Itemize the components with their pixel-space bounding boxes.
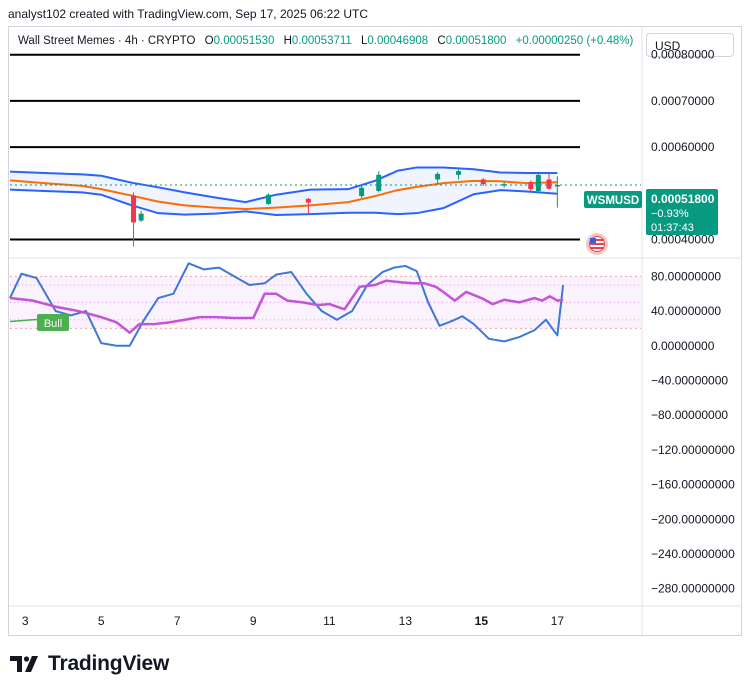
price-tag[interactable]: WSMUSD 0.00051800 −0.93% 01:37:43 — [584, 189, 718, 235]
candle-body — [535, 174, 541, 192]
oscillator-axis-label: −160.00000000 — [651, 478, 735, 492]
stoch-line — [9, 262, 565, 347]
candle-body — [528, 182, 534, 190]
symbol-legend[interactable]: Wall Street Memes · 4h · CRYPTO O0.00051… — [18, 35, 633, 47]
axes: 0.00080000 0.00070000 0.00060000 0.00040000… — [22, 48, 735, 628]
tradingview-logo-icon — [10, 656, 38, 672]
candle-body — [265, 194, 271, 204]
high-value: 0.00053711 — [291, 35, 352, 47]
price-tag-price: 0.00051800 — [651, 192, 715, 206]
flag-stripe — [590, 239, 604, 241]
oscillator-axis-label: 80.00000000 — [651, 269, 721, 283]
time-axis-label: 15 — [475, 614, 489, 628]
candle-body — [480, 179, 486, 185]
price-axis-label: 0.00070000 — [651, 94, 715, 108]
oscillator-axis-label: −240.00000000 — [651, 547, 735, 561]
bull-label: Bull — [37, 314, 69, 331]
price-tag-countdown: 01:37:43 — [651, 222, 694, 234]
price-tag-bg — [646, 189, 718, 235]
time-axis-label: 9 — [250, 614, 257, 628]
close-value: 0.00051800 — [445, 35, 507, 47]
low-label: L — [361, 35, 368, 47]
symbol-name[interactable]: Wall Street Memes · 4h · CRYPTO — [18, 35, 196, 47]
flag-stripe — [590, 247, 604, 249]
time-axis-label: 13 — [399, 614, 413, 628]
bull-label-text: Bull — [44, 318, 62, 330]
oscillator-axis-label: −120.00000000 — [651, 443, 735, 457]
oscillator-axis-label: 0.00000000 — [651, 339, 715, 353]
brand-logo[interactable]: TradingView — [10, 652, 169, 676]
time-axis-label: 11 — [323, 614, 336, 628]
oscillator-axis-label: −280.00000000 — [651, 582, 735, 596]
bollinger-fill — [10, 167, 558, 216]
chart-frame[interactable] — [8, 26, 742, 636]
price-axis-label: 0.00080000 — [651, 48, 715, 62]
price-tag-change: −0.93% — [651, 208, 689, 220]
time-axis-label: 3 — [22, 614, 29, 628]
bollinger-basis-line — [9, 179, 558, 211]
candle-body — [138, 213, 144, 221]
candle-body — [501, 184, 507, 186]
oscillator-band — [10, 276, 641, 329]
candle-body — [131, 195, 137, 223]
brand-name: TradingView — [48, 652, 170, 675]
close-label: C — [437, 35, 446, 47]
open-value: 0.00051530 — [213, 35, 275, 47]
candle-body — [456, 171, 462, 175]
high-label: H — [283, 35, 292, 47]
candle-body — [554, 185, 560, 187]
candle-body — [435, 173, 441, 180]
ticker-tag-bg — [584, 191, 642, 208]
time-axis-label: 7 — [174, 614, 181, 628]
currency-button[interactable]: USD — [646, 33, 734, 57]
oscillator-axis-label: −80.00000000 — [651, 408, 728, 422]
us-flag-icon[interactable] — [586, 233, 608, 255]
candle-body — [376, 174, 382, 192]
time-axis-label: 5 — [98, 614, 105, 628]
attribution-text: analyst102 created with TradingView.com,… — [8, 7, 368, 21]
oscillator-axis-label: −200.00000000 — [651, 512, 735, 526]
bollinger-lower-line — [9, 188, 558, 217]
oscillator-axis-label: −40.00000000 — [651, 373, 728, 387]
price-pane[interactable] — [9, 53, 641, 247]
candle-body — [546, 179, 552, 189]
bollinger-upper-line — [9, 166, 558, 204]
time-axis-label: 17 — [551, 614, 565, 628]
candle-body — [305, 198, 311, 203]
price-axis-label: 0.00040000 — [651, 233, 715, 247]
flag-stripe — [590, 243, 604, 245]
low-value: 0.00046908 — [367, 35, 429, 47]
open-label: O — [204, 35, 214, 47]
oscillator-axis-label: 40.00000000 — [651, 304, 721, 318]
rsi-line — [9, 279, 564, 334]
change-value: +0.00000250 (+0.48%) — [515, 35, 634, 47]
ticker-tag-text: WSMUSD — [587, 195, 639, 207]
flag-canton — [590, 238, 596, 243]
oscillator-pane[interactable] — [9, 262, 641, 347]
candle-body — [359, 187, 365, 197]
bull-label-bg — [37, 314, 69, 331]
price-axis-label: 0.00060000 — [651, 140, 715, 154]
